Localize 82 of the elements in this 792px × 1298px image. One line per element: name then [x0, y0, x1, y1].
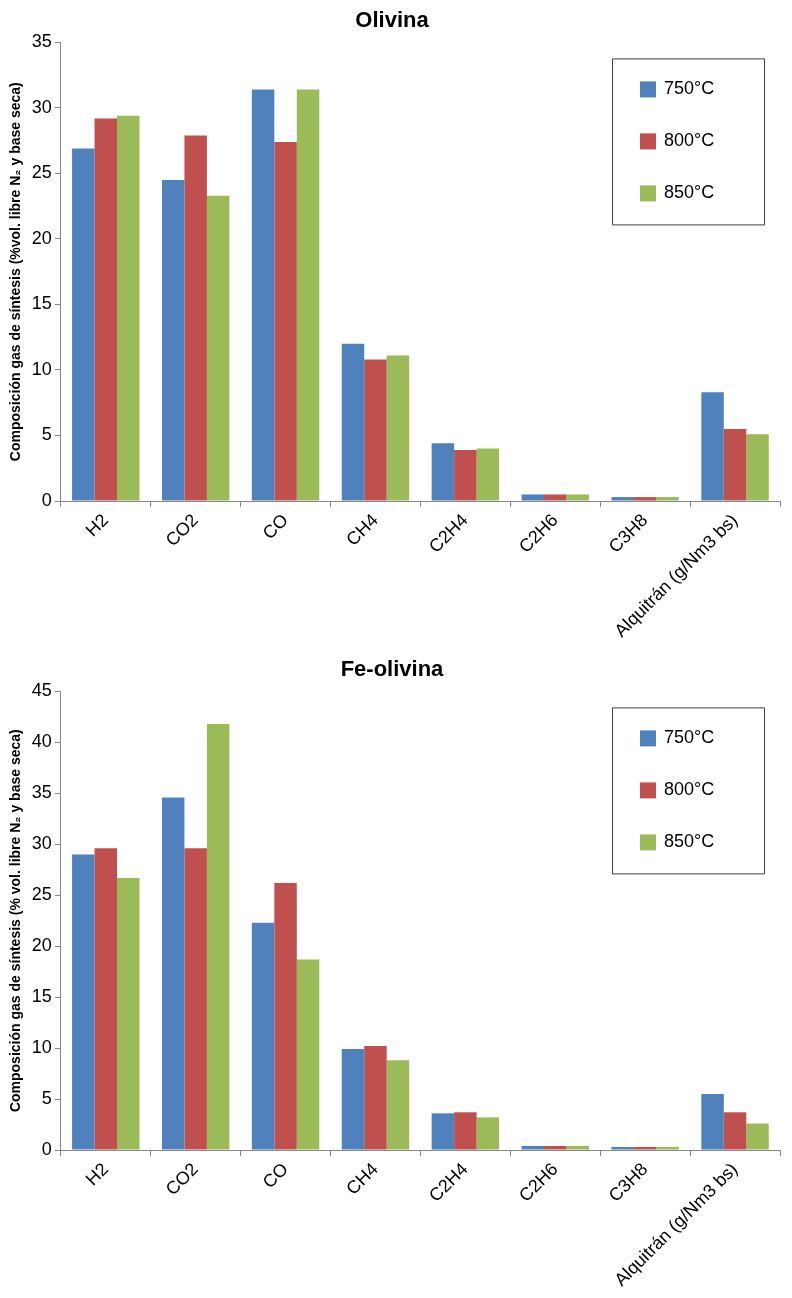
- y-tick-label: 35: [31, 31, 52, 52]
- bar: [454, 1112, 477, 1150]
- bar: [476, 448, 500, 501]
- y-tick-label: 5: [41, 424, 52, 445]
- bar: [633, 497, 657, 501]
- bar: [611, 1146, 634, 1150]
- bar: [544, 494, 567, 501]
- bar: [206, 724, 230, 1150]
- legend-label: 750°C: [664, 727, 715, 748]
- bar: [431, 1113, 455, 1150]
- bar: [117, 877, 140, 1150]
- bar: [566, 1145, 589, 1150]
- y-tick-label: 15: [31, 293, 52, 314]
- y-tick-label: 25: [31, 162, 52, 183]
- y-tick-label: 45: [31, 680, 52, 701]
- y-tick-label: 0: [41, 489, 52, 510]
- bar: [566, 494, 589, 501]
- x-tick-label: H2: [81, 1158, 113, 1190]
- bar: [251, 89, 275, 501]
- bar: [274, 883, 297, 1150]
- bar: [746, 1123, 769, 1150]
- bar: [656, 1146, 679, 1150]
- legend-label: 850°C: [664, 182, 715, 203]
- bar: [296, 959, 320, 1150]
- bar: [521, 1145, 545, 1150]
- bar: [544, 1145, 567, 1150]
- bar: [72, 148, 95, 501]
- bar: [184, 848, 207, 1150]
- bar: [611, 497, 634, 501]
- bar: [723, 1112, 747, 1150]
- bar: [746, 434, 769, 501]
- bar: [701, 1093, 724, 1150]
- bar: [274, 141, 297, 501]
- x-tick-label: CH4: [342, 1158, 382, 1199]
- y-tick-label: 0: [41, 1138, 52, 1159]
- bar: [296, 89, 320, 501]
- bar: [656, 497, 679, 501]
- bar: [161, 797, 185, 1150]
- legend-label: 850°C: [664, 831, 715, 852]
- y-tick-label: 15: [31, 986, 52, 1007]
- bar: [521, 494, 545, 501]
- bar: [364, 1046, 387, 1150]
- bar: [206, 195, 230, 501]
- y-tick-label: 5: [41, 1088, 52, 1109]
- y-tick-label: 40: [31, 731, 52, 752]
- y-axis-title: Composición gas de síntesis (% vol. libre N₂ y base seca): [7, 729, 24, 1113]
- chart-title: Olivina: [355, 7, 430, 33]
- legend-label: 750°C: [664, 78, 715, 99]
- bar: [386, 355, 410, 501]
- y-tick-label: 30: [31, 833, 52, 854]
- y-tick-label: 20: [31, 935, 52, 956]
- bar: [386, 1060, 410, 1150]
- y-tick-label: 10: [31, 1037, 52, 1058]
- x-tick-label: CO: [258, 509, 292, 544]
- y-tick-label: 35: [31, 782, 52, 803]
- bar: [633, 1146, 657, 1150]
- bar: [72, 854, 95, 1150]
- x-tick-label: H2: [81, 509, 113, 541]
- y-tick-label: 25: [31, 884, 52, 905]
- legend-label: 800°C: [664, 130, 715, 151]
- bar: [341, 343, 365, 501]
- y-axis-title: Composición gas de síntesis (%vol. libre N₂ y base seca): [7, 82, 24, 462]
- bar: [184, 135, 207, 501]
- x-tick-label: CH4: [342, 509, 382, 550]
- bar: [341, 1049, 365, 1150]
- bar: [161, 179, 185, 501]
- y-tick-label: 30: [31, 96, 52, 117]
- bar: [251, 922, 275, 1150]
- y-tick-label: 20: [31, 227, 52, 248]
- legend-label: 800°C: [664, 779, 715, 800]
- bar: [701, 392, 724, 501]
- bar: [431, 443, 455, 501]
- bar: [94, 118, 118, 501]
- bar: [117, 115, 140, 501]
- y-tick-label: 10: [31, 358, 52, 379]
- x-tick-label: CO: [258, 1158, 292, 1193]
- bar: [723, 428, 747, 501]
- bar: [476, 1117, 500, 1150]
- bar: [94, 848, 118, 1150]
- bar: [454, 449, 477, 501]
- chart-title: Fe-olivina: [340, 656, 445, 682]
- bar: [364, 359, 387, 501]
